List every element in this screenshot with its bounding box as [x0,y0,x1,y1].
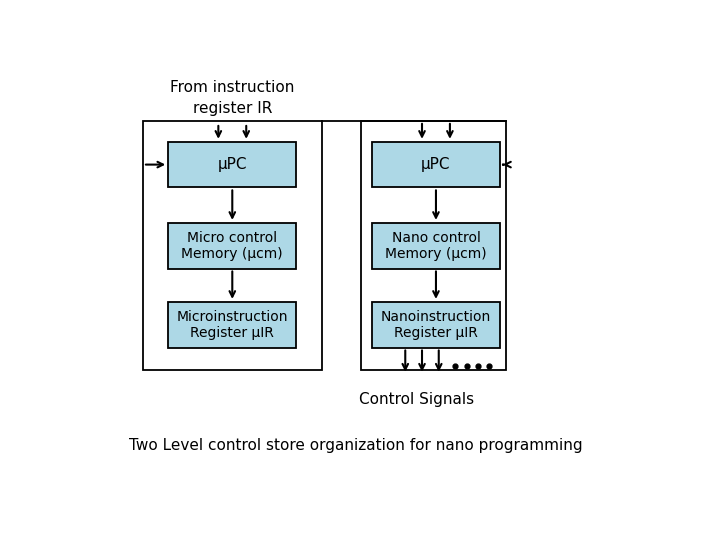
Bar [361,121,505,370]
Bar [168,302,297,348]
Bar [143,121,322,370]
Text: Micro control
Memory (μcm): Micro control Memory (μcm) [181,231,283,261]
Text: Control Signals: Control Signals [359,392,474,407]
Bar [168,223,297,268]
Text: From instruction: From instruction [170,80,294,95]
Text: Nano control
Memory (μcm): Nano control Memory (μcm) [385,231,487,261]
Text: Microinstruction
Register μIR: Microinstruction Register μIR [176,309,288,340]
Text: μPC: μPC [217,157,247,172]
Bar [372,141,500,187]
Bar [372,302,500,348]
Text: register IR: register IR [193,101,272,116]
Text: Two Level control store organization for nano programming: Two Level control store organization for… [129,438,582,453]
Bar [372,223,500,268]
Text: Nanoinstruction
Register μIR: Nanoinstruction Register μIR [381,309,491,340]
Bar [168,141,297,187]
Text: μPC: μPC [421,157,451,172]
